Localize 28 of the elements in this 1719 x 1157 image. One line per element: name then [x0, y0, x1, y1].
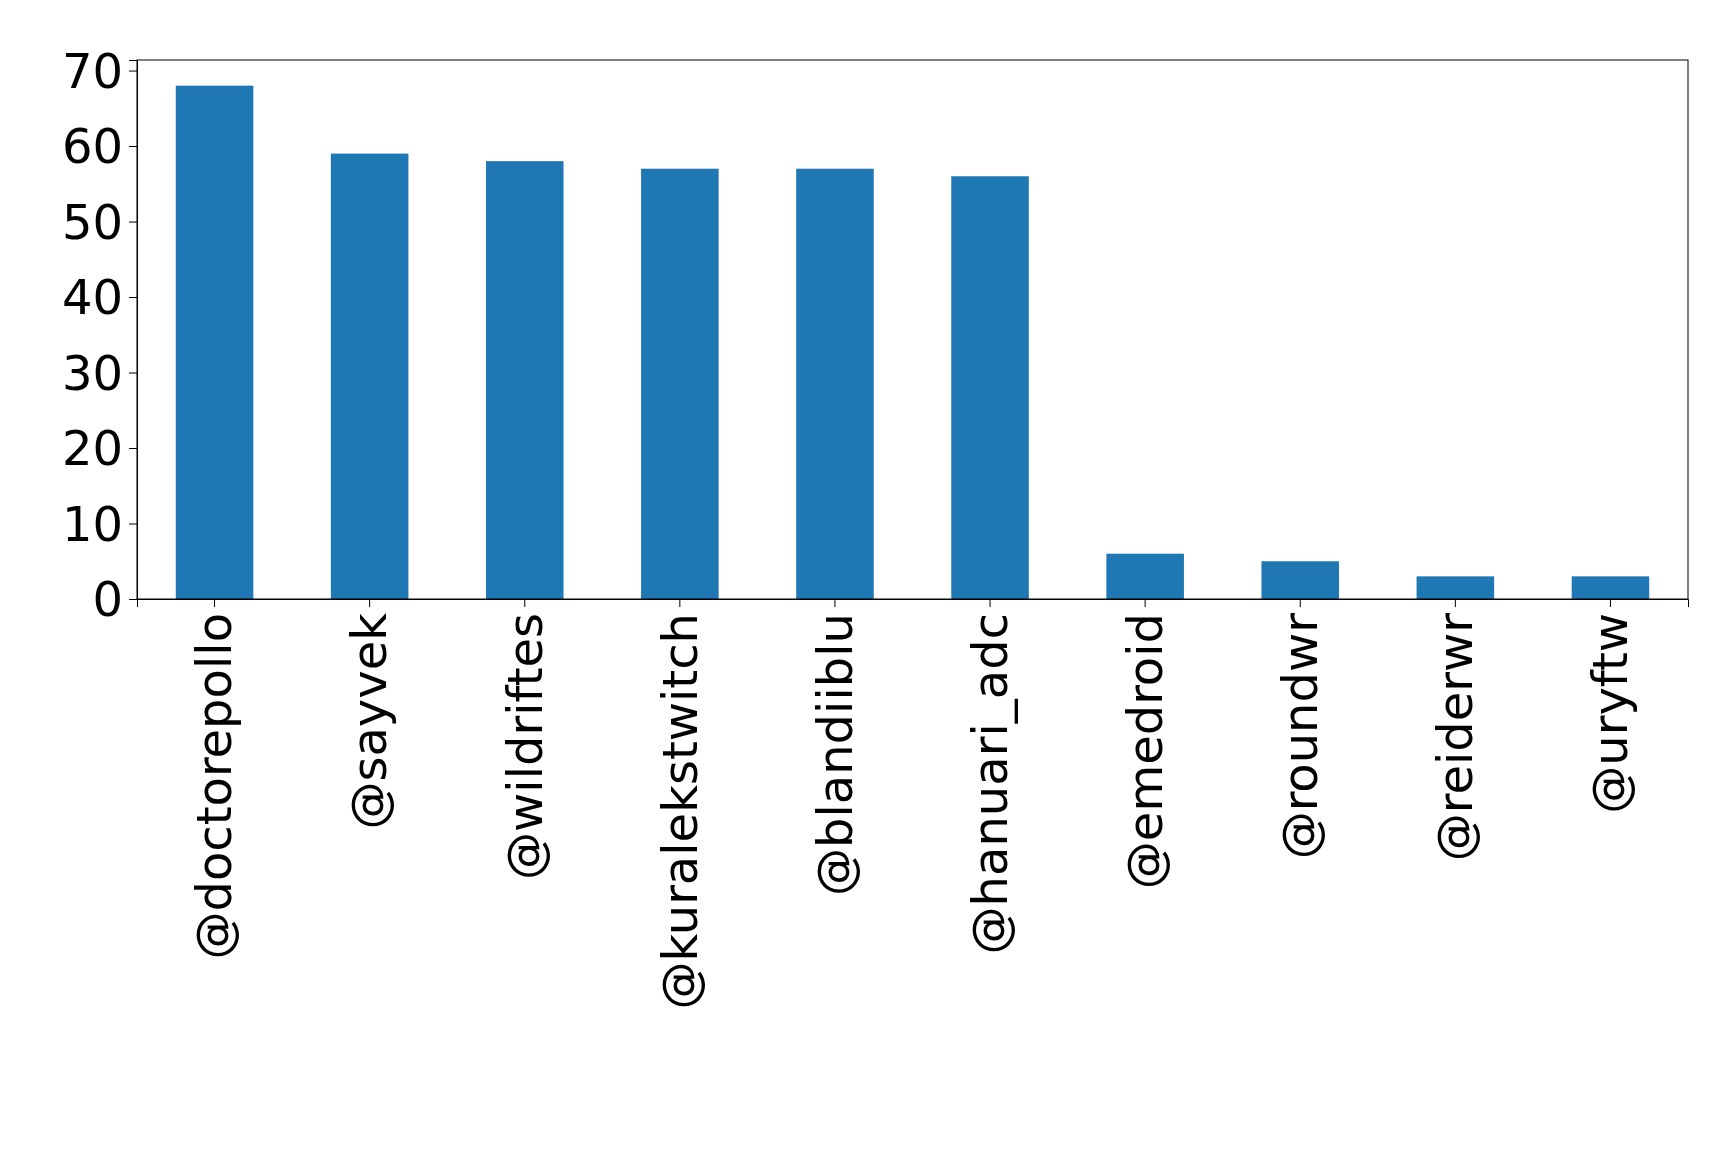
x-tick-label: @reiderwr	[1427, 612, 1484, 862]
y-tick-label: 60	[61, 118, 123, 175]
x-tick-label: @wildriftes	[496, 613, 553, 880]
bar	[330, 153, 409, 599]
y-tick-label: 50	[61, 193, 123, 250]
bar	[485, 161, 564, 599]
x-tick-label: @roundwr	[1272, 612, 1329, 860]
x-tick-label: @hanuari_adc	[961, 613, 1018, 955]
x-tick-label: @emedroid	[1116, 613, 1173, 890]
y-tick-label: 40	[61, 269, 123, 326]
y-tick-label: 30	[61, 344, 123, 401]
x-tick-label: @blandiiblu	[806, 613, 863, 897]
x-tick-label: @uryftw	[1582, 613, 1639, 814]
bar	[175, 85, 254, 599]
y-tick-label: 70	[61, 42, 123, 99]
y-tick-label: 20	[61, 420, 123, 477]
bar	[951, 176, 1029, 599]
bar	[796, 168, 874, 599]
bar	[641, 168, 719, 599]
x-tick-label: @sayvek	[341, 612, 398, 830]
y-tick-label: 0	[92, 571, 123, 628]
bar	[1106, 553, 1184, 599]
bar	[1261, 561, 1340, 599]
x-tick-label: @doctorepollo	[186, 613, 243, 960]
y-tick-label: 10	[61, 495, 123, 552]
bar	[1571, 576, 1650, 599]
x-tick-label: @kuralekstwitch	[651, 613, 708, 1010]
bar	[1416, 576, 1495, 599]
